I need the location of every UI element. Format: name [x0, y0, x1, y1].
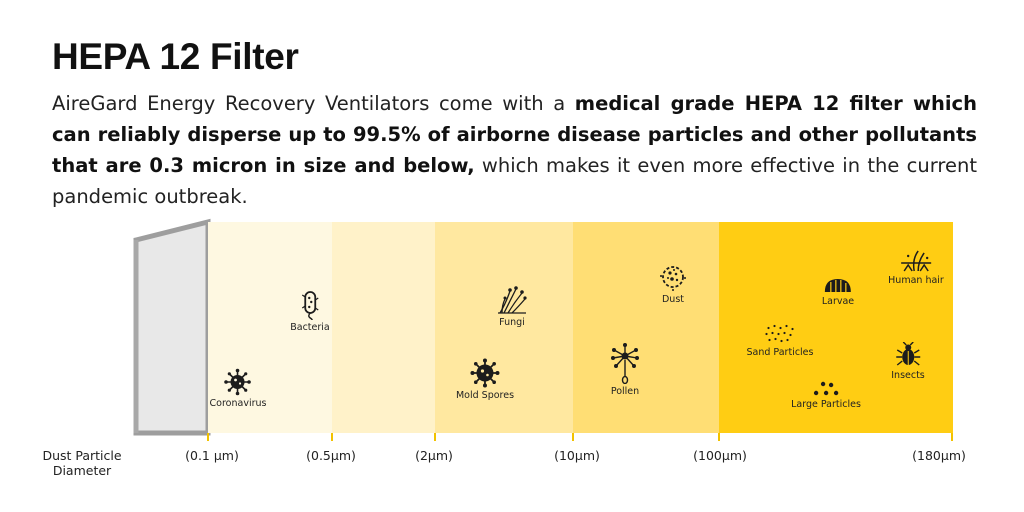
particle-label: Insects [891, 370, 925, 381]
particle-larvae: Larvae [822, 276, 854, 307]
scale-label-0-5: (0.5µm) [306, 448, 356, 463]
filter-face [133, 218, 211, 436]
particle-sand: Sand Particles [746, 323, 814, 358]
human-hair-icon [900, 250, 931, 272]
scale-label-2: (2µm) [415, 448, 453, 463]
zone-10-micron [573, 222, 719, 433]
particle-large: Large Particles [791, 381, 861, 410]
sand-particles-icon [765, 324, 795, 343]
large-particles-icon [813, 381, 839, 396]
intro-text-start: AireGard Energy Recovery Ventilators com… [52, 92, 575, 115]
particle-bacteria: Bacteria [290, 290, 330, 333]
scale-tick [331, 433, 333, 441]
particle-label: Fungi [499, 317, 525, 328]
fungi-icon [498, 286, 527, 314]
scale-tick [572, 433, 574, 441]
scale-label-10: (10µm) [554, 448, 600, 463]
pollen-icon [611, 343, 639, 384]
dust-icon [660, 266, 686, 291]
particle-mold-spores: Mold Spores [456, 358, 514, 401]
larvae-icon [825, 279, 851, 292]
particle-pollen: Pollen [610, 342, 640, 397]
zone-0-1-micron [208, 222, 332, 433]
particle-fungi: Fungi [496, 283, 528, 328]
particle-human-hair: Human hair [888, 249, 944, 286]
insects-icon [895, 342, 920, 366]
axis-title: Dust Particle Diameter [42, 448, 122, 478]
coronavirus-icon [224, 368, 252, 396]
scale-label-180: (180µm) [912, 448, 966, 463]
zone-0-5-micron [332, 222, 435, 433]
zone-2-micron [435, 222, 573, 433]
particle-label: Sand Particles [746, 347, 814, 358]
intro-paragraph: AireGard Energy Recovery Ventilators com… [52, 88, 977, 212]
bacteria-icon [301, 291, 319, 320]
particle-label: Large Particles [791, 399, 861, 410]
scale-tick [718, 433, 720, 441]
scale-tick [951, 433, 953, 441]
intro-text-end: which makes it even more effective in th… [52, 154, 977, 208]
scale-label-100: (100µm) [693, 448, 747, 463]
mold-spores-icon [470, 358, 500, 388]
particle-label: Dust [661, 294, 684, 305]
particle-label: Pollen [610, 386, 640, 397]
particle-label: Bacteria [290, 322, 330, 333]
particle-dust: Dust [658, 262, 688, 305]
scale-tick [207, 433, 209, 441]
particle-label: Mold Spores [455, 390, 515, 401]
particle-coronavirus: Coronavirus [209, 368, 267, 409]
scale-tick [434, 433, 436, 441]
particle-label: Coronavirus [209, 398, 267, 409]
page-title: HEPA 12 Filter [52, 36, 299, 77]
scale-label-0-1: (0.1 µm) [185, 448, 239, 463]
particle-insects: Insects [891, 342, 925, 381]
particle-label: Larvae [821, 296, 855, 307]
particle-label: Human hair [888, 275, 944, 286]
intro-text-highlight: medical grade HEPA 12 filter which can r… [52, 92, 978, 177]
